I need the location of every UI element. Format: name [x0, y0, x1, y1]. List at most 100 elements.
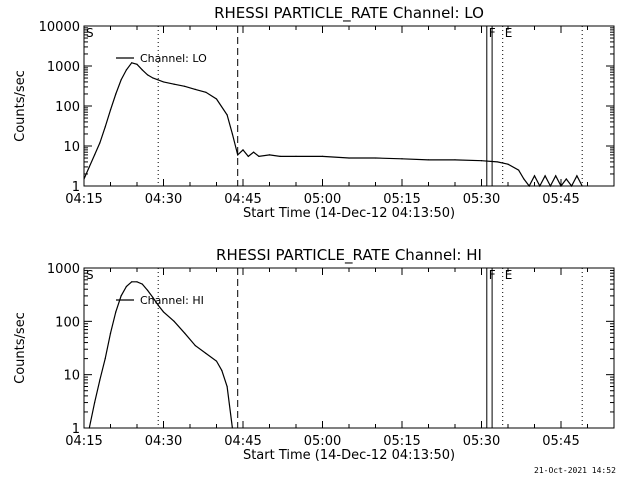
- data-point: [194, 88, 196, 91]
- x-tick-label: 05:45: [542, 434, 579, 449]
- y-tick-label: 100: [55, 100, 80, 115]
- data-point: [120, 79, 122, 81]
- data-point: [83, 178, 85, 180]
- data-point: [173, 83, 175, 85]
- data-point: [576, 175, 578, 177]
- data-point: [104, 126, 106, 128]
- x-axis-label: Start Time (14-Dec-12 04:13:50): [243, 206, 455, 221]
- data-point: [184, 332, 186, 334]
- data-point: [533, 175, 536, 177]
- data-point: [581, 185, 583, 187]
- data-point: [109, 109, 112, 111]
- data-point: [141, 283, 143, 285]
- data-point: [221, 369, 223, 372]
- data-point: [131, 62, 133, 64]
- data-point: [231, 133, 233, 135]
- data-point: [226, 385, 228, 388]
- data-point: [125, 69, 127, 71]
- y-tick-label: 1000: [47, 262, 80, 277]
- data-point: [555, 175, 557, 177]
- data-point: [152, 296, 154, 299]
- data-point: [115, 311, 117, 313]
- data-point: [94, 154, 96, 156]
- data-point: [242, 149, 244, 151]
- series-line: [83, 62, 583, 188]
- data-point: [544, 175, 546, 177]
- data-point: [125, 285, 127, 288]
- data-point: [99, 379, 101, 381]
- data-point: [152, 77, 154, 79]
- data-point: [539, 185, 541, 187]
- data-point: [157, 304, 159, 306]
- data-point: [279, 155, 281, 157]
- x-tick-label: 04:45: [224, 192, 261, 207]
- data-point: [237, 154, 239, 156]
- data-point: [215, 98, 218, 100]
- y-tick-label: 10000: [39, 20, 80, 35]
- data-point: [226, 114, 228, 116]
- data-point: [348, 157, 350, 159]
- event-marker-label: S: [86, 26, 94, 40]
- data-point: [94, 401, 96, 404]
- footer-timestamp: 21-Oct-2021 14:52: [534, 466, 616, 475]
- data-point: [147, 289, 149, 292]
- data-point: [268, 154, 271, 156]
- data-point: [115, 93, 117, 95]
- event-marker-label: S: [86, 268, 94, 282]
- data-point: [104, 358, 106, 360]
- data-point: [136, 63, 138, 65]
- data-point: [141, 69, 143, 71]
- event-marker-label: E: [505, 268, 513, 282]
- data-point: [162, 81, 165, 83]
- data-point: [131, 281, 133, 283]
- data-point: [247, 155, 249, 157]
- x-tick-label: 05:30: [463, 192, 500, 207]
- y-tick-label: 10: [63, 369, 80, 384]
- x-tick-label: 04:30: [145, 434, 182, 449]
- data-point: [120, 295, 122, 297]
- data-point: [518, 169, 520, 171]
- data-point: [147, 74, 149, 76]
- panel-lo: RHESSI PARTICLE_RATE Channel: LO 04:15 04:…: [13, 4, 615, 221]
- legend-label: Channel: LO: [140, 52, 207, 65]
- chart-title: RHESSI PARTICLE_RATE Channel: LO: [214, 4, 484, 23]
- data-point: [401, 158, 403, 160]
- data-point: [258, 155, 260, 157]
- data-point: [194, 345, 196, 347]
- data-point: [205, 352, 207, 355]
- x-tick-label: 05:45: [542, 192, 579, 207]
- x-tick-label: 04:30: [145, 192, 182, 207]
- data-point: [88, 427, 90, 429]
- data-point: [480, 160, 483, 162]
- data-point: [99, 142, 101, 144]
- data-point: [427, 159, 430, 161]
- data-point: [215, 360, 218, 362]
- y-tick-label: 1: [72, 180, 80, 195]
- data-point: [136, 281, 138, 283]
- data-point: [205, 91, 207, 93]
- y-axis-label: Counts/sec: [13, 70, 28, 142]
- data-point: [565, 178, 567, 180]
- data-point: [109, 332, 112, 334]
- data-point: [496, 161, 498, 163]
- data-point: [507, 163, 509, 165]
- x-tick-label: 05:00: [304, 434, 341, 449]
- data-point: [560, 185, 562, 187]
- data-point: [231, 427, 233, 429]
- data-point: [528, 185, 530, 187]
- x-tick-label: 05:15: [383, 434, 420, 449]
- data-point: [253, 151, 255, 153]
- data-point: [157, 79, 159, 81]
- x-tick-label: 04:15: [65, 192, 102, 207]
- x-tick-label: 04:45: [224, 434, 261, 449]
- x-axis-label: Start Time (14-Dec-12 04:13:50): [243, 448, 455, 463]
- y-tick-label: 100: [55, 315, 80, 330]
- x-tick-label: 05:30: [463, 434, 500, 449]
- data-point: [184, 85, 186, 87]
- y-axis-label: Counts/sec: [13, 312, 28, 384]
- x-tick-label: 05:15: [383, 192, 420, 207]
- data-point: [162, 311, 165, 313]
- x-tick-label: 04:15: [65, 434, 102, 449]
- data-point: [295, 155, 297, 157]
